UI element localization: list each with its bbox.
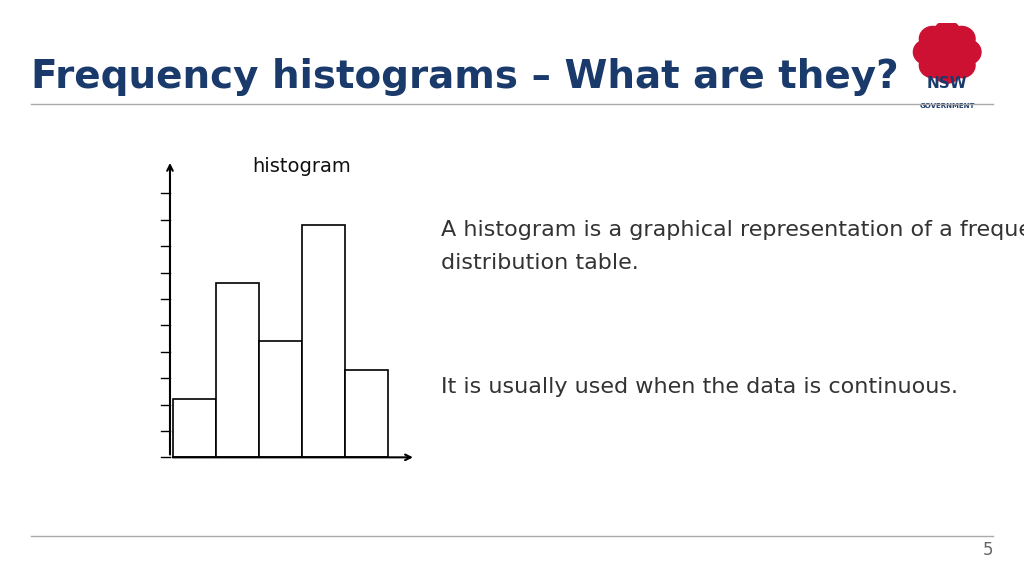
Circle shape [913,40,940,65]
Text: histogram: histogram [253,157,351,176]
Circle shape [954,40,981,65]
Text: GOVERNMENT: GOVERNMENT [920,103,975,109]
Text: NSW: NSW [927,75,968,90]
Circle shape [920,53,946,78]
Bar [259,341,302,457]
Bar [302,225,345,457]
Text: A histogram is a graphical representation of a frequency
distribution table.: A histogram is a graphical representatio… [441,220,1024,273]
Circle shape [934,58,961,83]
Circle shape [948,53,975,78]
Bar [173,399,216,457]
Circle shape [934,21,961,46]
Circle shape [948,26,975,51]
Circle shape [920,26,946,51]
Text: It is usually used when the data is continuous.: It is usually used when the data is cont… [441,377,958,397]
Text: Frequency histograms – What are they?: Frequency histograms – What are they? [31,58,898,96]
Bar [345,370,388,457]
Circle shape [931,36,965,67]
Bar [216,283,259,457]
Text: 5: 5 [983,541,993,559]
